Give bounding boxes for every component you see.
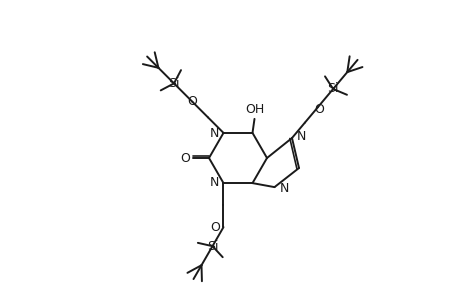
Text: N: N <box>297 130 306 143</box>
Text: Si: Si <box>327 82 338 95</box>
Text: N: N <box>210 176 219 189</box>
Text: O: O <box>313 103 323 116</box>
Text: OH: OH <box>244 103 263 116</box>
Text: N: N <box>279 182 288 195</box>
Text: O: O <box>179 152 190 164</box>
Text: O: O <box>187 95 197 108</box>
Text: Si: Si <box>206 240 218 253</box>
Text: N: N <box>210 128 219 140</box>
Text: Si: Si <box>168 77 179 90</box>
Text: O: O <box>210 220 220 234</box>
